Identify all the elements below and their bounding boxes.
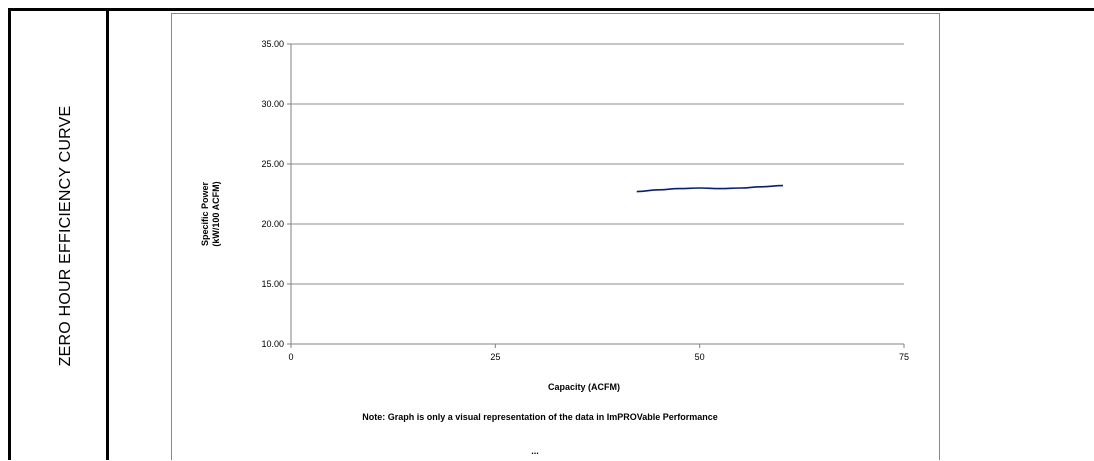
x-tick-label: 0 xyxy=(288,352,293,362)
axes xyxy=(290,44,904,345)
chart: 10.00 15.00 20.00 25.00 30.00 35.00 0 25 50 75 S… xyxy=(200,39,909,456)
y-tick-label: 15.00 xyxy=(261,279,284,289)
x-tick-labels: 0 25 50 75 xyxy=(288,344,909,362)
x-tick-label: 25 xyxy=(490,352,500,362)
y-axis-title-line1: Specific Power xyxy=(200,181,210,246)
chart-note: Note: Graph is only a visual representat… xyxy=(362,412,718,422)
sidebar xyxy=(11,11,109,460)
series-layer xyxy=(636,184,784,193)
grid-lines xyxy=(291,43,904,285)
page-frame xyxy=(8,8,1094,460)
x-tick-label: 75 xyxy=(899,352,909,362)
chart-area: 10.00 15.00 20.00 25.00 30.00 35.00 0 25 50 75 S… xyxy=(171,13,940,460)
y-axis-title-line2: (kW/100 ACFM) xyxy=(211,181,221,246)
x-tick-label: 50 xyxy=(695,352,705,362)
y-tick-label: 20.00 xyxy=(261,219,284,229)
x-axis-title: Capacity (ACFM) xyxy=(548,382,620,392)
y-tick-label: 35.00 xyxy=(261,39,284,49)
y-tick-label: 25.00 xyxy=(261,159,284,169)
y-tick-label: 30.00 xyxy=(261,99,284,109)
chart-ellipsis: ... xyxy=(531,446,539,456)
y-tick-label: 10.00 xyxy=(261,339,284,349)
series-line-0 xyxy=(636,184,784,193)
section-label: ZERO HOUR EFFICIENCY CURVE xyxy=(57,105,74,367)
y-tick-labels: 10.00 15.00 20.00 25.00 30.00 35.00 xyxy=(261,39,291,349)
